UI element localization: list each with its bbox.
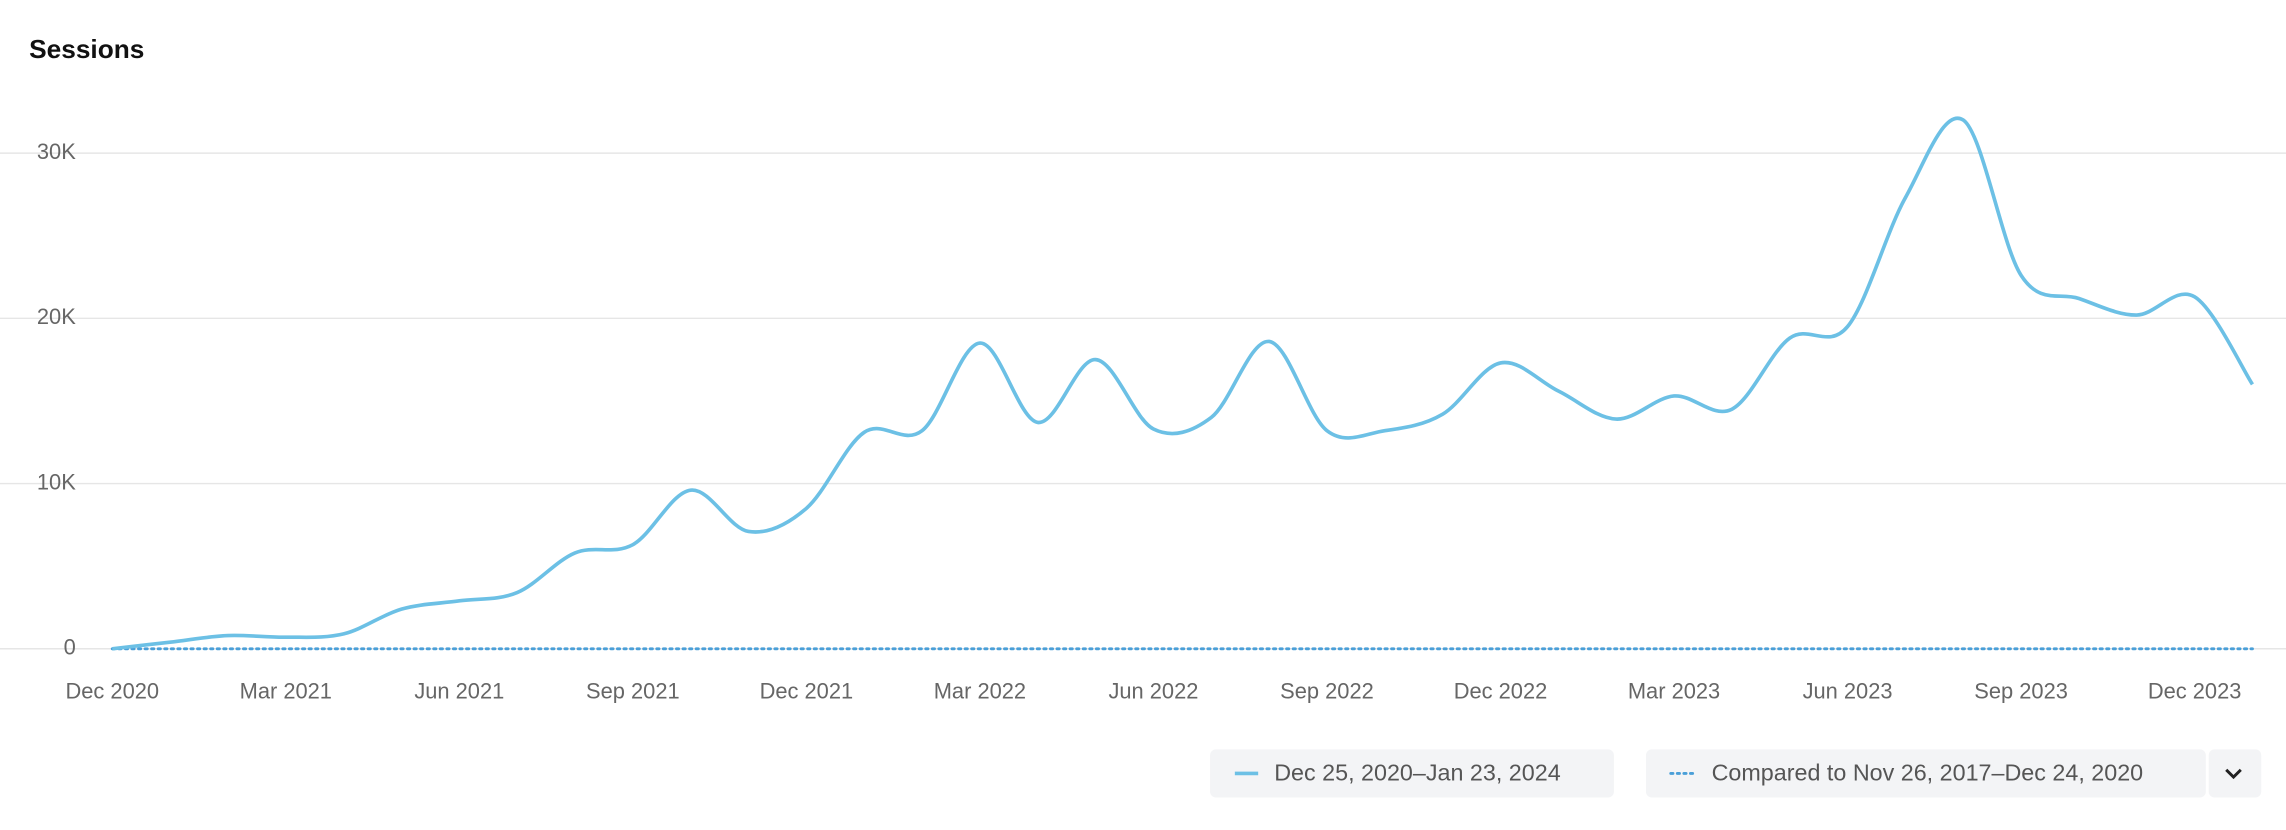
x-tick-label: Dec 2023 [2148, 678, 2242, 703]
legend-label: Compared to Nov 26, 2017–Dec 24, 2020 [1712, 759, 2144, 785]
x-tick-label: Sep 2023 [1974, 678, 2068, 703]
x-tick-label: Jun 2022 [1108, 678, 1198, 703]
y-tick-label: 0 [64, 635, 76, 660]
dropdown-button[interactable] [2208, 749, 2262, 798]
chevron-icon [2225, 768, 2242, 780]
x-tick-label: Sep 2022 [1280, 678, 1374, 703]
x-tick-label: Sep 2021 [586, 678, 680, 703]
y-tick-label: 10K [37, 469, 76, 494]
x-tick-label: Dec 2020 [65, 678, 159, 703]
x-tick-label: Mar 2022 [934, 678, 1026, 703]
x-tick-label: Jun 2023 [1803, 678, 1893, 703]
x-tick-label: Jun 2021 [414, 678, 504, 703]
y-tick-label: 30K [37, 139, 76, 164]
x-tick-label: Dec 2021 [760, 678, 854, 703]
legend-item[interactable] [1645, 749, 2206, 798]
y-tick-label: 20K [37, 304, 76, 329]
x-tick-label: Mar 2021 [240, 678, 332, 703]
chart-title: Sessions [29, 34, 144, 64]
x-tick-label: Mar 2023 [1628, 678, 1720, 703]
legend-label: Dec 25, 2020–Jan 23, 2024 [1274, 759, 1560, 785]
x-tick-label: Dec 2022 [1454, 678, 1548, 703]
legend-item[interactable] [1210, 749, 1614, 798]
series-line [112, 116, 2254, 651]
